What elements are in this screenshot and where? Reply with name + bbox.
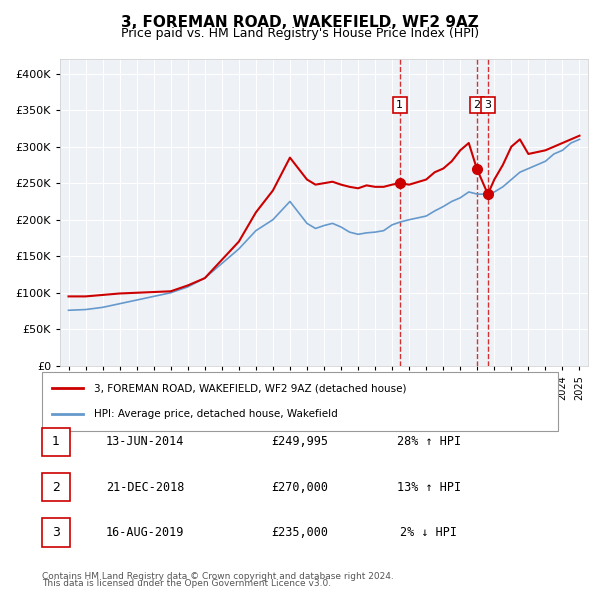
Text: 28% ↑ HPI: 28% ↑ HPI (397, 435, 461, 448)
FancyBboxPatch shape (42, 473, 70, 501)
FancyBboxPatch shape (42, 518, 70, 546)
Text: 3: 3 (52, 526, 60, 539)
Text: Contains HM Land Registry data © Crown copyright and database right 2024.: Contains HM Land Registry data © Crown c… (42, 572, 394, 581)
Text: 2: 2 (52, 481, 60, 494)
Text: £249,995: £249,995 (271, 435, 329, 448)
Text: £270,000: £270,000 (271, 481, 329, 494)
Text: 2: 2 (473, 100, 481, 110)
Text: 2% ↓ HPI: 2% ↓ HPI (401, 526, 458, 539)
Text: 1: 1 (396, 100, 403, 110)
FancyBboxPatch shape (42, 372, 558, 431)
Text: 3, FOREMAN ROAD, WAKEFIELD, WF2 9AZ (detached house): 3, FOREMAN ROAD, WAKEFIELD, WF2 9AZ (det… (94, 384, 406, 393)
Text: 3, FOREMAN ROAD, WAKEFIELD, WF2 9AZ: 3, FOREMAN ROAD, WAKEFIELD, WF2 9AZ (121, 15, 479, 30)
Text: 16-AUG-2019: 16-AUG-2019 (106, 526, 184, 539)
Text: £235,000: £235,000 (271, 526, 329, 539)
Text: 13-JUN-2014: 13-JUN-2014 (106, 435, 184, 448)
Text: This data is licensed under the Open Government Licence v3.0.: This data is licensed under the Open Gov… (42, 579, 331, 588)
Text: 13% ↑ HPI: 13% ↑ HPI (397, 481, 461, 494)
Text: HPI: Average price, detached house, Wakefield: HPI: Average price, detached house, Wake… (94, 409, 337, 419)
Text: 3: 3 (484, 100, 491, 110)
Text: 21-DEC-2018: 21-DEC-2018 (106, 481, 184, 494)
Text: Price paid vs. HM Land Registry's House Price Index (HPI): Price paid vs. HM Land Registry's House … (121, 27, 479, 40)
Text: 1: 1 (52, 435, 60, 448)
FancyBboxPatch shape (42, 428, 70, 456)
